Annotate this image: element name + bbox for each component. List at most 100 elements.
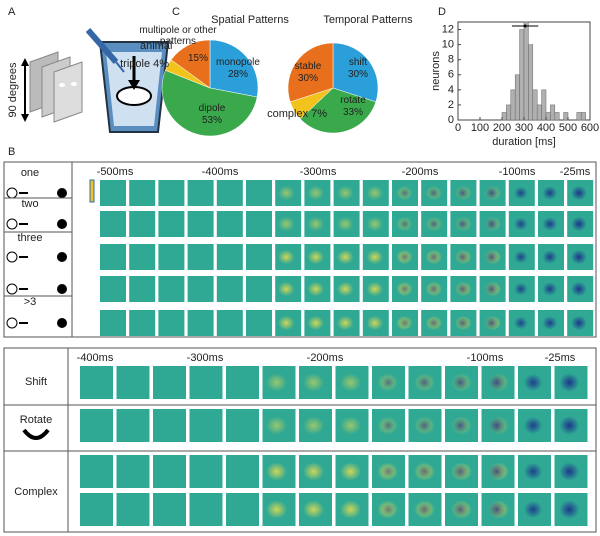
tile	[187, 310, 214, 336]
tile	[116, 409, 150, 442]
time-label: -300ms	[187, 352, 224, 364]
tile	[158, 211, 185, 237]
tile-blob	[266, 500, 288, 519]
tile-blob	[277, 315, 295, 331]
tile	[216, 276, 243, 302]
animal-label: animal	[140, 40, 172, 52]
tile-blob	[382, 503, 395, 516]
pie-slice	[287, 42, 334, 103]
arrow-head	[21, 114, 29, 122]
histogram-bar	[514, 74, 520, 121]
tile-blob	[307, 315, 325, 331]
tile-blob	[303, 416, 325, 435]
x-tick-label: 500	[559, 122, 577, 134]
icon	[6, 187, 18, 199]
tile-blob	[523, 462, 543, 481]
y-tick-label: 4	[448, 84, 454, 96]
pie-value-label: 30%	[347, 69, 368, 80]
panel-label: B	[8, 146, 15, 158]
tile-blob	[340, 373, 362, 392]
tile	[153, 493, 186, 526]
stimulus-label: 90 degrees	[7, 62, 19, 118]
icon	[57, 318, 67, 328]
tile-blob	[488, 463, 506, 480]
tile	[153, 366, 186, 399]
tile-blob	[382, 376, 395, 389]
tile-blob	[336, 315, 354, 331]
pie-title: Temporal Patterns	[323, 14, 413, 26]
pie-slice	[170, 39, 211, 89]
tile	[153, 455, 186, 488]
row-label: three	[17, 232, 42, 244]
tile	[100, 276, 126, 302]
tile-blob	[266, 373, 288, 392]
tile-blob	[417, 419, 432, 432]
tile-blob	[571, 185, 587, 201]
tile-blob	[559, 416, 580, 435]
tile	[216, 244, 243, 270]
pie-category: dipole	[198, 103, 226, 114]
icon	[6, 251, 18, 263]
tile	[153, 409, 186, 442]
tile-blob	[488, 417, 506, 434]
tile-blob	[514, 316, 528, 330]
tile	[187, 244, 214, 270]
icon	[57, 188, 67, 198]
tile	[80, 493, 113, 526]
time-label: -100ms	[467, 352, 504, 364]
tile	[129, 276, 156, 302]
pie-slice	[332, 42, 379, 103]
tile	[246, 276, 272, 302]
tile	[216, 310, 243, 336]
tile	[246, 211, 272, 237]
tile-blob	[266, 416, 288, 435]
pie-title: Spatial Patterns	[211, 14, 289, 26]
dot	[71, 82, 77, 86]
tile-blob	[336, 249, 354, 265]
y-tick-label: 2	[448, 99, 454, 111]
tile-blob	[266, 462, 288, 481]
tile-blob	[277, 249, 295, 265]
tile	[189, 366, 223, 399]
tile	[158, 310, 185, 336]
pie-category: tripole	[120, 58, 150, 70]
tile-blob	[488, 501, 506, 518]
histogram-bar	[519, 29, 525, 121]
tile-blob	[514, 186, 528, 200]
tile	[216, 180, 243, 206]
tile	[246, 180, 272, 206]
tile-blob	[571, 315, 587, 331]
tile	[158, 244, 185, 270]
histogram-bar	[506, 104, 512, 121]
tile	[129, 180, 156, 206]
row-label: one	[21, 167, 39, 179]
pie-value-label: 30%	[297, 73, 318, 84]
tile	[100, 244, 126, 270]
icon	[6, 218, 18, 230]
pie-slice	[209, 39, 259, 98]
tile-blob	[542, 316, 558, 330]
tile-blob	[542, 250, 558, 264]
dot	[59, 83, 65, 87]
pie-category: monopole	[216, 57, 260, 68]
tile-blob	[399, 284, 410, 294]
time-label: -200ms	[402, 166, 439, 178]
tile-blob	[523, 416, 543, 435]
time-label: -400ms	[202, 166, 239, 178]
pipette-tip	[115, 61, 125, 73]
x-tick-label: 400	[537, 122, 555, 134]
tile-blob	[456, 218, 469, 230]
pie-label: complex 7%	[267, 108, 327, 120]
pie-value-label: 4%	[153, 58, 169, 70]
tile-blob	[366, 315, 384, 331]
tile	[116, 455, 150, 488]
tile-blob	[303, 462, 325, 481]
pie-value-label: 28%	[227, 69, 248, 80]
tile-blob	[571, 281, 587, 297]
histogram-bar	[532, 89, 538, 121]
tile	[216, 211, 243, 237]
time-label: -300ms	[300, 166, 337, 178]
pie-value-label: 7%	[311, 108, 327, 120]
tile-blob	[417, 465, 432, 478]
